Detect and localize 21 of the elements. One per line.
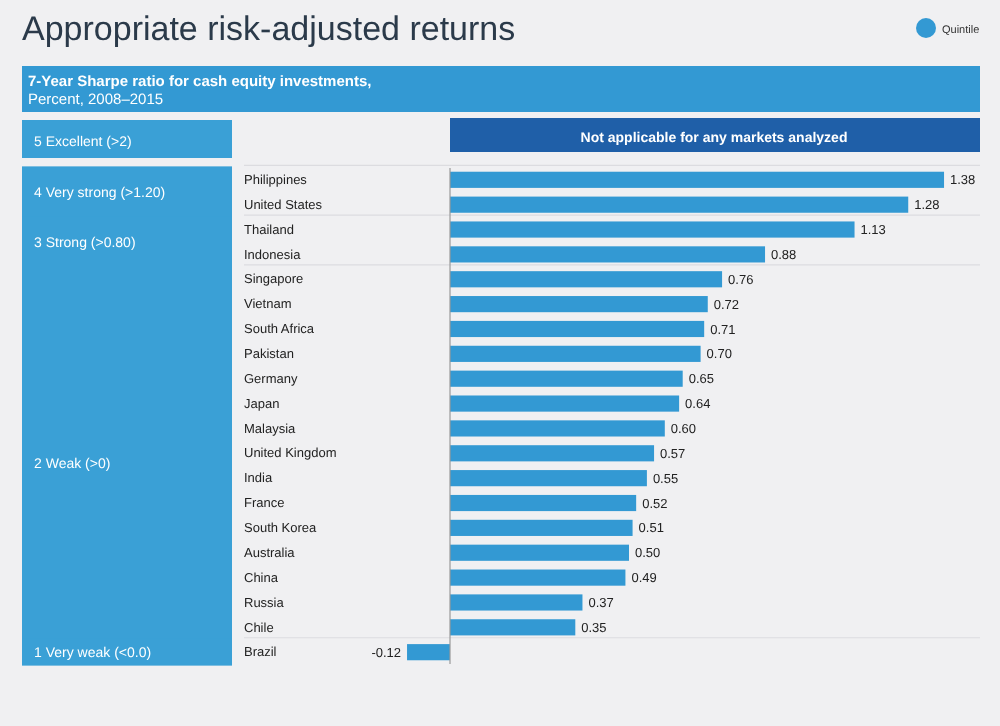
bar: [450, 246, 766, 263]
chart-title: Appropriate risk-adjusted returns: [22, 10, 516, 48]
bar: [407, 644, 450, 661]
bar: [450, 569, 626, 586]
bar: [450, 196, 909, 213]
bar: [450, 171, 945, 188]
bar: [450, 470, 647, 487]
bar: [450, 519, 633, 536]
bar: [450, 445, 655, 462]
bar: [450, 345, 701, 362]
bar: [450, 221, 855, 238]
bar: [450, 594, 583, 611]
bar: [450, 320, 705, 338]
bar: [450, 619, 576, 636]
bar: [450, 544, 629, 561]
bar: [450, 271, 723, 288]
bar: [450, 420, 665, 437]
bar: [450, 395, 680, 412]
bar: [450, 494, 637, 512]
bar: [450, 370, 683, 387]
bar: [450, 296, 708, 313]
